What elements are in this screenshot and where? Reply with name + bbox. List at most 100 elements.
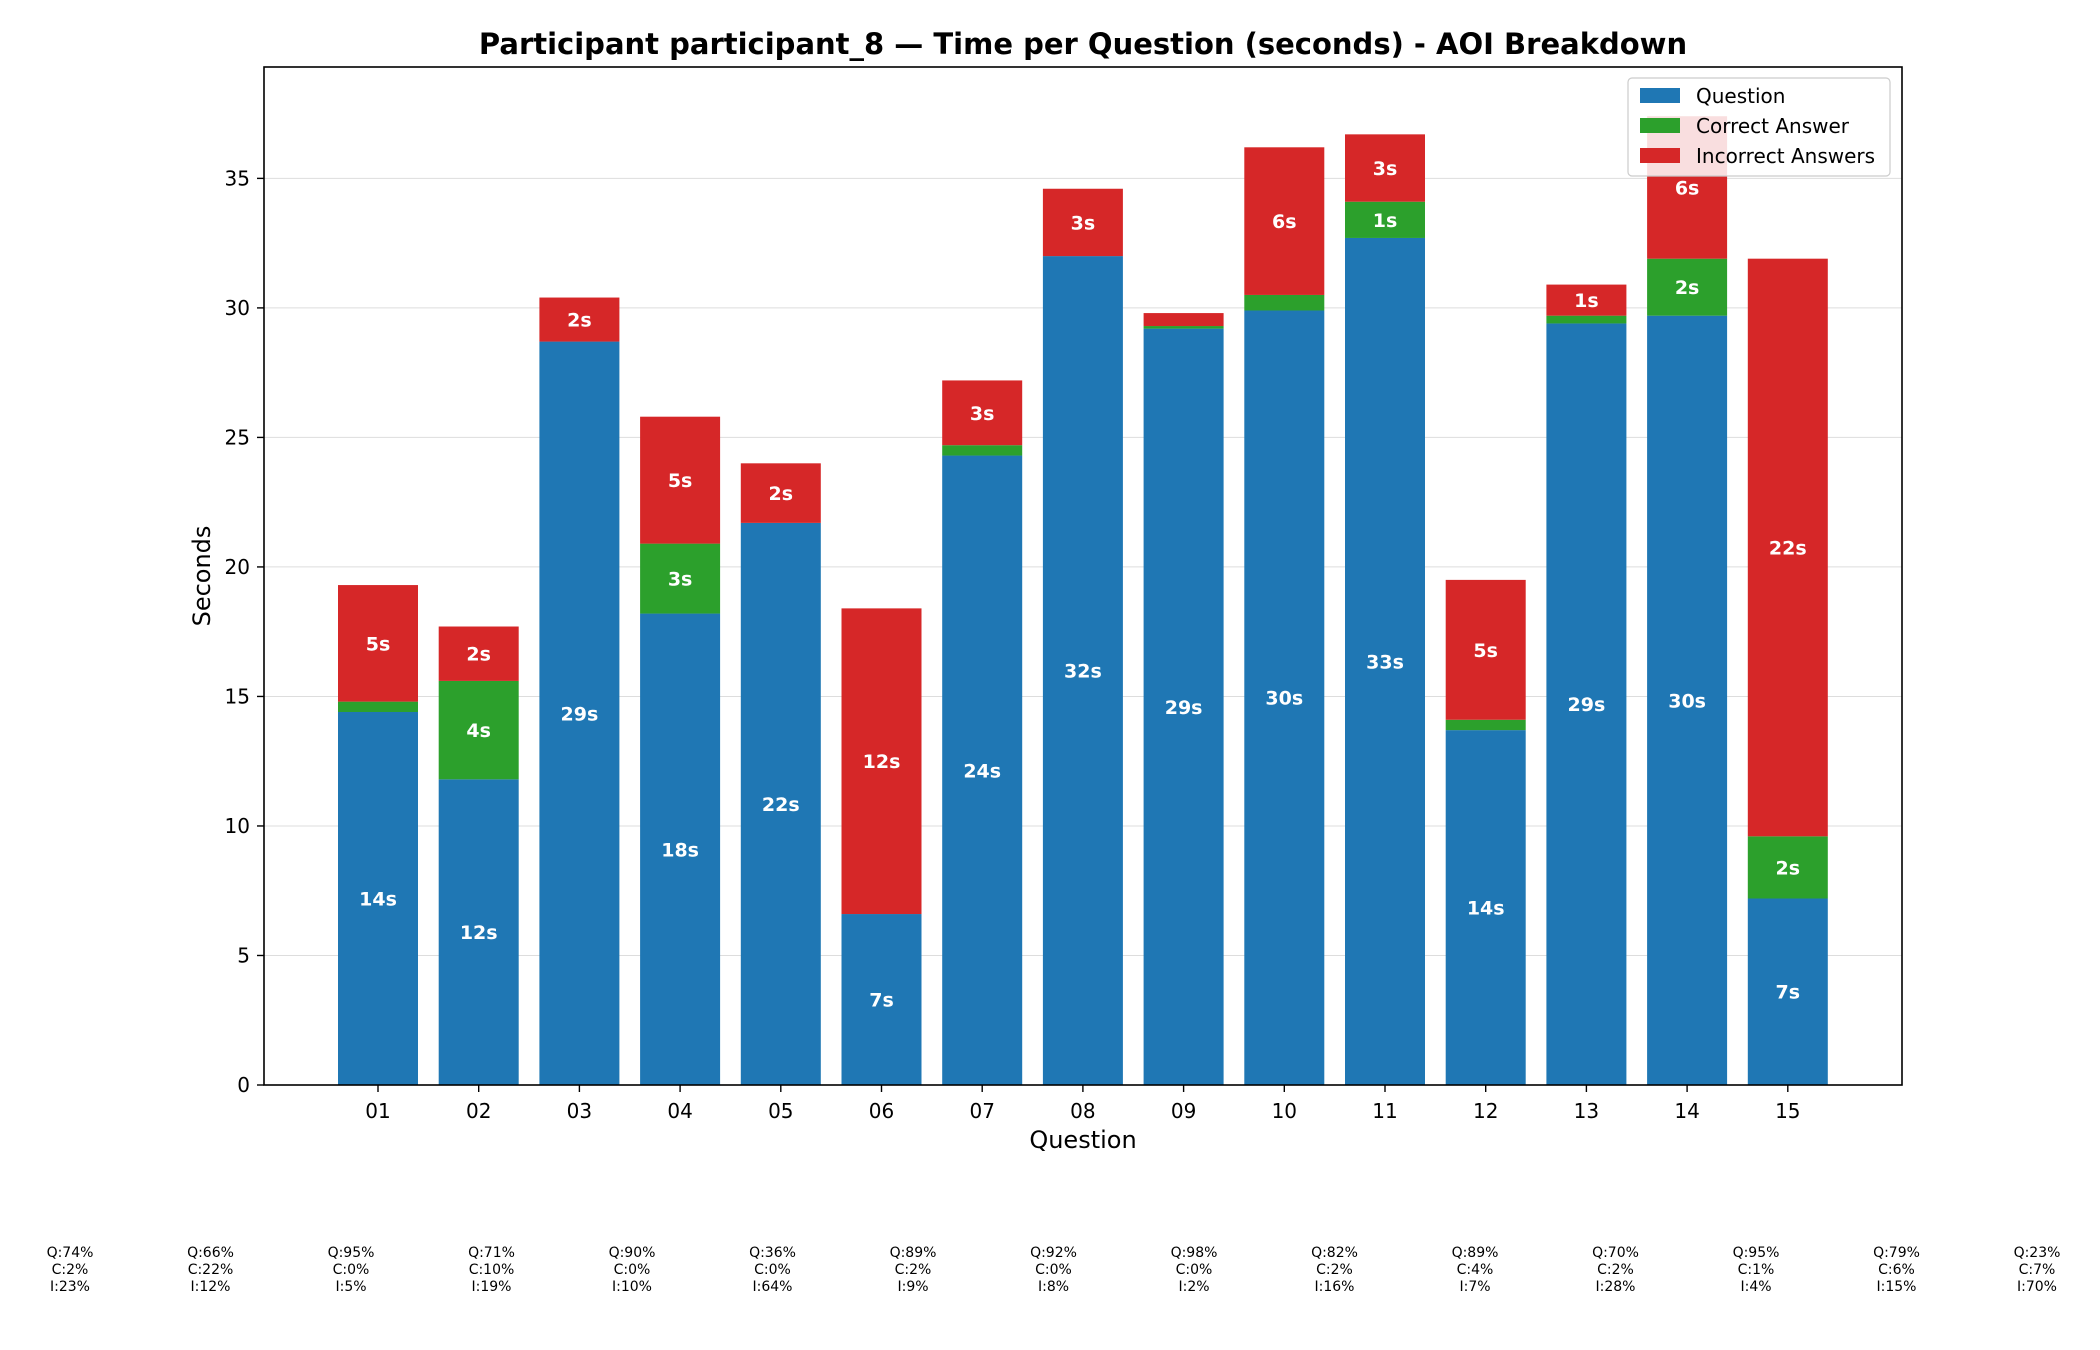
percent-annotation-line: I:2% [1178, 1279, 1209, 1295]
x-tick-label: 02 [466, 1099, 491, 1123]
bar-value-label: 3s [1071, 212, 1096, 234]
bar-value-label: 2s [769, 483, 794, 505]
percent-annotation-line: I:7% [1459, 1279, 1490, 1295]
x-tick-label: 03 [567, 1099, 592, 1123]
bar-value-label: 3s [970, 403, 995, 425]
bar-segment-question [1747, 898, 1828, 1085]
bar-segment-correct-answer [1647, 258, 1728, 316]
percent-annotations: Q:74%C:2%I:23%Q:66%C:22%I:12%Q:95%C:0%I:… [47, 1245, 2061, 1295]
legend-label: Incorrect Answers [1696, 144, 1875, 168]
percent-annotation-line: I:64% [753, 1279, 793, 1295]
percent-annotation-line: I:70% [2017, 1279, 2057, 1295]
y-tick-label: 15 [225, 684, 250, 708]
percent-annotation-line: C:0% [614, 1262, 651, 1278]
bar-segment-incorrect-answers [1546, 284, 1627, 316]
percent-annotation-line: I:19% [472, 1279, 512, 1295]
percent-annotation-line: C:6% [1878, 1262, 1915, 1278]
bar-value-label: 5s [366, 633, 391, 655]
legend-swatch [1640, 148, 1680, 163]
percent-annotation-line: I:5% [335, 1279, 366, 1295]
percent-annotation-line: Q:95% [1733, 1245, 1780, 1261]
bar-value-label: 12s [863, 751, 901, 773]
bar-value-label: 29s [561, 703, 599, 725]
bar-segment-correct-answer [1345, 201, 1425, 238]
bar-segment-correct-answer [1445, 719, 1526, 731]
percent-annotation-line: Q:23% [2014, 1245, 2061, 1261]
bar-segment-correct-answer [338, 701, 418, 712]
percent-annotation-line: C:22% [188, 1262, 234, 1278]
bar-value-label: 6s [1272, 211, 1297, 233]
bar-segment-incorrect-answers [640, 416, 721, 544]
bar-segment-incorrect-answers [1747, 258, 1828, 837]
bar-value-label: 32s [1064, 661, 1102, 683]
bar-value-label: 22s [1769, 538, 1807, 560]
bar-segment-correct-answer [1143, 326, 1224, 329]
percent-annotation-line: I:8% [1038, 1279, 1069, 1295]
legend-label: Question [1696, 84, 1785, 108]
bar-segment-question [1244, 310, 1325, 1085]
bar-segment-incorrect-answers [942, 380, 1023, 446]
bar-segment-question [1647, 315, 1728, 1085]
percent-annotation-line: Q:98% [1171, 1245, 1218, 1261]
x-tick-label: 04 [667, 1099, 692, 1123]
x-tick-label: 01 [365, 1099, 390, 1123]
bar-value-label: 1s [1373, 210, 1398, 232]
bar-segment-question [740, 522, 821, 1085]
percent-annotation-line: I:4% [1740, 1279, 1771, 1295]
bar-segment-incorrect-answers [338, 585, 418, 702]
bar-segment-incorrect-answers [1345, 134, 1425, 202]
bar-segment-question [338, 711, 418, 1085]
y-tick-label: 0 [237, 1073, 250, 1097]
percent-annotation-line: Q:66% [187, 1245, 234, 1261]
bar-segment-question [841, 914, 922, 1085]
percent-annotation-line: Q:90% [609, 1245, 656, 1261]
percent-annotation-line: C:7% [2019, 1262, 2056, 1278]
bar-value-label: 2s [1675, 277, 1700, 299]
bar-segment-question [1143, 328, 1224, 1085]
legend-label: Correct Answer [1696, 114, 1850, 138]
percent-annotation-line: Q:95% [328, 1245, 375, 1261]
legend-swatch [1640, 88, 1680, 103]
percent-annotation-line: Q:89% [1452, 1245, 1499, 1261]
bar-value-label: 12s [460, 922, 498, 944]
bar-value-label: 30s [1265, 688, 1303, 710]
bar-value-label: 7s [869, 990, 894, 1012]
percent-annotation-line: C:0% [1035, 1262, 1072, 1278]
bar-segment-question [640, 613, 721, 1085]
x-tick-label: 07 [969, 1099, 994, 1123]
bar-segment-incorrect-answers [1445, 579, 1526, 720]
percent-annotation-line: Q:82% [1311, 1245, 1358, 1261]
bar-value-label: 29s [1165, 697, 1203, 719]
percent-annotation-line: Q:74% [47, 1245, 94, 1261]
bar-segment-correct-answer [1747, 836, 1828, 899]
bars: 14s 5s 12s 4s 2s 29s 2s 18s 3s 5s 22s 2s 7s 12s 24s 3s 3… [338, 116, 1828, 1086]
x-tick-label: 06 [869, 1099, 894, 1123]
y-tick-label: 30 [225, 296, 250, 320]
percent-annotation-line: I:15% [1877, 1279, 1917, 1295]
x-tick-label: 05 [768, 1099, 793, 1123]
percent-annotation-line: C:1% [1738, 1262, 1775, 1278]
bar-segment-incorrect-answers [1244, 147, 1325, 295]
bar-segment-correct-answer [942, 445, 1023, 456]
x-axis: 01 02 03 04 05 06 07 08 09 10 11 12 13 14 15 [365, 1085, 1801, 1123]
x-tick-label: 10 [1272, 1099, 1297, 1123]
percent-annotation-line: I:12% [191, 1279, 231, 1295]
bar-segment-question [539, 341, 620, 1085]
bar-value-label: 30s [1668, 690, 1706, 712]
bar-segment-question [1546, 323, 1627, 1085]
legend-box [1627, 77, 1891, 177]
bar-segment-incorrect-answers [1042, 188, 1123, 257]
bar-segment-question [1345, 237, 1425, 1085]
bar-value-label: 14s [1467, 898, 1505, 920]
percent-annotation-line: I:28% [1596, 1279, 1636, 1295]
bar-segment-correct-answer [640, 543, 721, 614]
bar-value-label: 24s [963, 760, 1001, 782]
percent-annotation-line: Q:36% [749, 1245, 796, 1261]
bar-segment-question [1042, 256, 1123, 1086]
chart-title: Participant participant_8 — Time per Que… [479, 27, 1687, 61]
y-tick-label: 10 [225, 814, 250, 838]
percent-annotation-line: C:4% [1457, 1262, 1494, 1278]
x-tick-label: 15 [1775, 1099, 1800, 1123]
x-axis-label: Question [1029, 1126, 1136, 1154]
bar-value-label: 18s [661, 839, 699, 861]
